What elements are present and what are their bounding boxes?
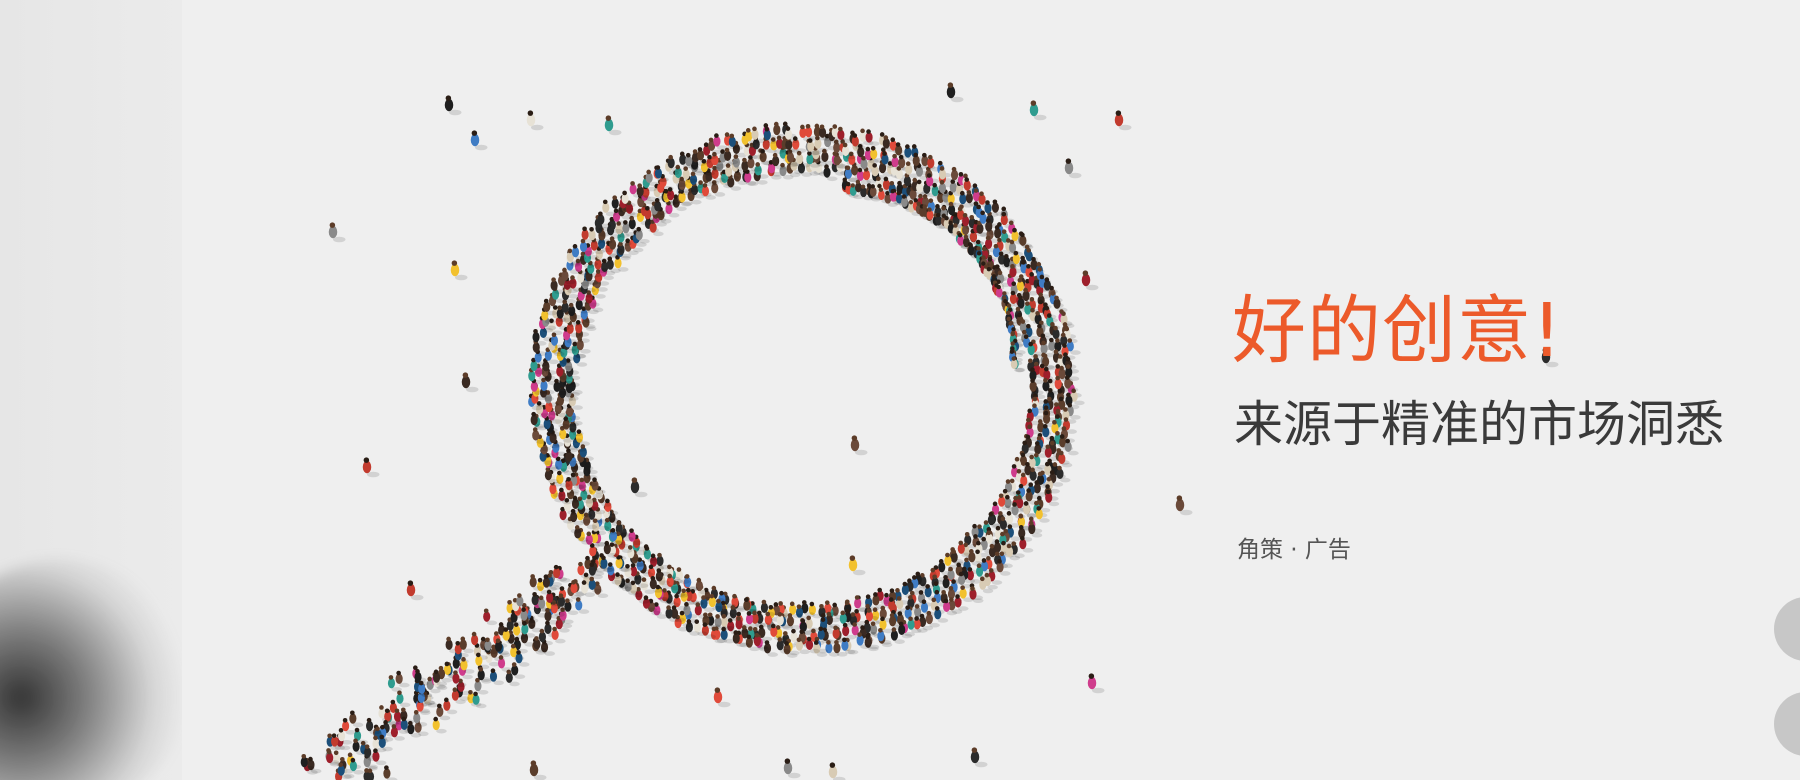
subheadline: 来源于精准的市场洞悉 (1234, 396, 1725, 453)
headline: 好的创意! (1232, 288, 1563, 374)
brand-tag: 角策 · 广告 (1237, 537, 1351, 563)
hero-banner (182, 0, 1800, 780)
